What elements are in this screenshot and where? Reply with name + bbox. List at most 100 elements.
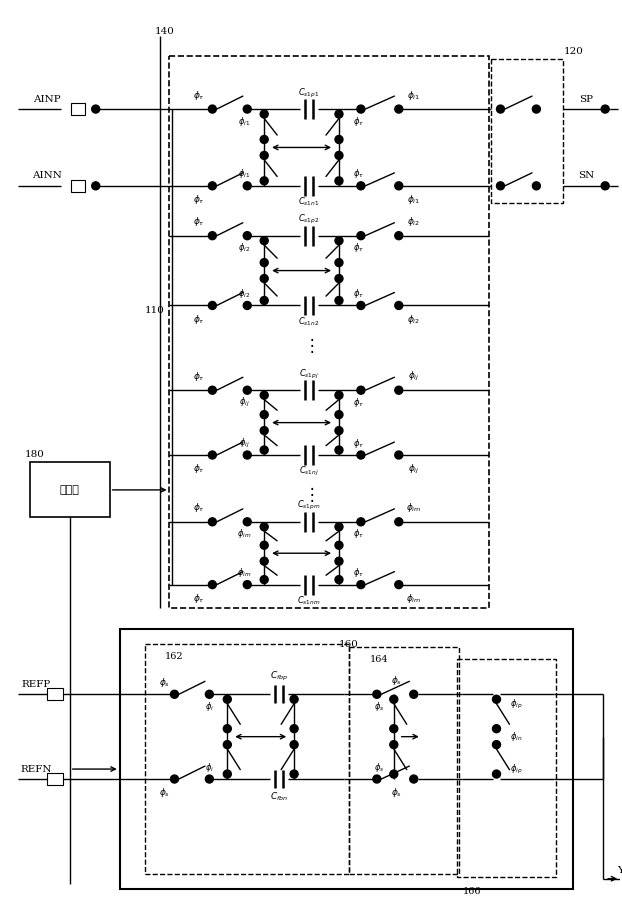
Text: $\phi_{i}$: $\phi_{i}$ — [205, 761, 214, 774]
Text: $\phi_{\tau}$: $\phi_{\tau}$ — [193, 501, 205, 514]
Text: $\phi_{ij}$: $\phi_{ij}$ — [408, 369, 419, 383]
Text: $\phi_{\tau}$: $\phi_{\tau}$ — [353, 396, 364, 409]
Circle shape — [205, 691, 213, 698]
Text: $\phi_{im}$: $\phi_{im}$ — [237, 528, 251, 541]
Circle shape — [91, 181, 100, 190]
Text: $\phi_{s}$: $\phi_{s}$ — [374, 761, 384, 774]
Text: 164: 164 — [369, 655, 388, 664]
Circle shape — [208, 105, 216, 113]
Circle shape — [260, 237, 268, 245]
Text: 162: 162 — [165, 652, 183, 661]
Text: $C_{s1pj}$: $C_{s1pj}$ — [299, 367, 319, 380]
Circle shape — [493, 770, 501, 778]
Text: $\phi_{s}$: $\phi_{s}$ — [391, 787, 402, 799]
Circle shape — [335, 391, 343, 399]
Circle shape — [395, 232, 403, 239]
Text: $\phi_{i2}$: $\phi_{i2}$ — [407, 313, 420, 326]
Circle shape — [373, 691, 381, 698]
Circle shape — [601, 105, 609, 113]
Text: $\phi_{ij}$: $\phi_{ij}$ — [408, 462, 419, 475]
Text: $\phi_{\tau}$: $\phi_{\tau}$ — [353, 114, 364, 127]
Bar — [71, 103, 85, 115]
Circle shape — [260, 446, 268, 454]
Circle shape — [170, 775, 179, 783]
Circle shape — [335, 135, 343, 144]
Circle shape — [208, 301, 216, 309]
Circle shape — [260, 177, 268, 185]
Text: 制御部: 制御部 — [60, 485, 80, 495]
Circle shape — [208, 451, 216, 459]
Circle shape — [357, 580, 365, 589]
Text: $\phi_{i1}$: $\phi_{i1}$ — [238, 168, 251, 181]
Circle shape — [260, 391, 268, 399]
Circle shape — [395, 451, 403, 459]
Circle shape — [260, 274, 268, 283]
Text: $C_{s1nj}$: $C_{s1nj}$ — [299, 464, 319, 477]
Circle shape — [532, 105, 541, 113]
Circle shape — [335, 177, 343, 185]
Text: 180: 180 — [25, 450, 45, 459]
Bar — [144, 645, 349, 874]
Text: $\phi_{s}$: $\phi_{s}$ — [159, 676, 170, 689]
Circle shape — [493, 695, 501, 704]
Circle shape — [410, 775, 418, 783]
Circle shape — [260, 111, 268, 118]
Circle shape — [493, 740, 501, 749]
Text: $C_{s1pm}$: $C_{s1pm}$ — [297, 499, 321, 512]
Bar — [169, 56, 488, 608]
Circle shape — [208, 181, 216, 190]
Circle shape — [260, 542, 268, 549]
Circle shape — [390, 770, 398, 778]
Text: 120: 120 — [564, 47, 583, 56]
Circle shape — [335, 411, 343, 419]
Text: $\phi_{ij}$: $\phi_{ij}$ — [239, 437, 249, 449]
Circle shape — [260, 135, 268, 144]
Circle shape — [290, 770, 298, 778]
Circle shape — [390, 695, 398, 704]
Text: $\phi_{\tau}$: $\phi_{\tau}$ — [193, 88, 205, 101]
Circle shape — [223, 725, 231, 733]
Circle shape — [243, 301, 251, 309]
Text: $\phi_{i}$: $\phi_{i}$ — [205, 700, 214, 713]
Bar — [491, 59, 564, 203]
Text: $\phi_{\tau}$: $\phi_{\tau}$ — [353, 528, 364, 541]
Circle shape — [243, 105, 251, 113]
Circle shape — [335, 111, 343, 118]
Text: $\phi_{ip}$: $\phi_{ip}$ — [510, 698, 522, 711]
Text: $\phi_{im}$: $\phi_{im}$ — [237, 566, 251, 579]
Circle shape — [223, 770, 231, 778]
Circle shape — [243, 580, 251, 589]
Bar — [349, 647, 458, 874]
Text: $C_{s1nm}$: $C_{s1nm}$ — [297, 594, 321, 607]
Text: $\phi_{i1}$: $\phi_{i1}$ — [238, 114, 251, 127]
Text: 110: 110 — [145, 306, 164, 315]
Circle shape — [243, 386, 251, 394]
Circle shape — [260, 411, 268, 419]
Circle shape — [335, 426, 343, 435]
Text: $\phi_{\tau}$: $\phi_{\tau}$ — [193, 193, 205, 206]
Circle shape — [335, 542, 343, 549]
Text: $\phi_{s}$: $\phi_{s}$ — [391, 674, 402, 687]
Circle shape — [91, 105, 100, 113]
Circle shape — [357, 301, 365, 309]
Text: $\phi_{s}$: $\phi_{s}$ — [159, 787, 170, 799]
Bar — [47, 773, 63, 785]
Circle shape — [395, 301, 403, 309]
Circle shape — [335, 446, 343, 454]
Circle shape — [208, 580, 216, 589]
Text: REFP: REFP — [21, 680, 50, 689]
Circle shape — [357, 232, 365, 239]
Circle shape — [208, 518, 216, 526]
Text: $\phi_{im}$: $\phi_{im}$ — [406, 501, 422, 514]
Text: $\phi_{\tau}$: $\phi_{\tau}$ — [193, 313, 205, 326]
Text: $\phi_{i2}$: $\phi_{i2}$ — [407, 216, 420, 228]
Circle shape — [532, 181, 541, 190]
Text: $\vdots$: $\vdots$ — [304, 336, 315, 355]
Text: $\vdots$: $\vdots$ — [304, 485, 315, 505]
Text: $C_{fbn}$: $C_{fbn}$ — [270, 791, 288, 803]
Text: $\phi_{\tau}$: $\phi_{\tau}$ — [353, 566, 364, 579]
Circle shape — [335, 576, 343, 584]
Circle shape — [395, 518, 403, 526]
Circle shape — [260, 151, 268, 159]
Bar — [119, 629, 573, 889]
